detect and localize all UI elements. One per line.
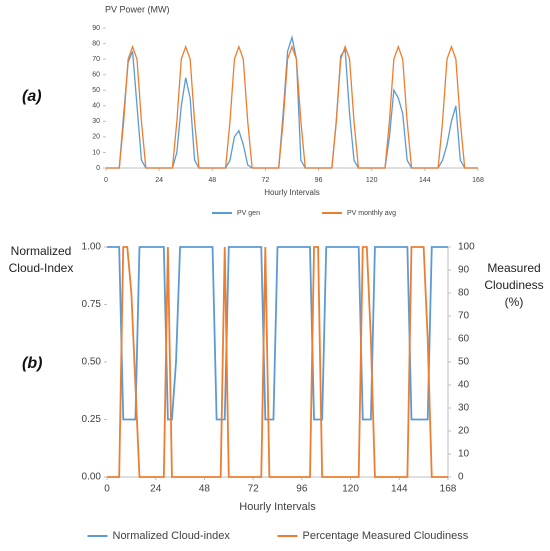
y2-tick-label: 80 [458,288,470,299]
legend-label: Normalized Cloud-index [113,530,231,542]
y2-tick-label: 40 [458,380,470,391]
y-tick-label: 0.75 [82,299,102,310]
panel-label: (a) [22,88,42,105]
x-tick-label: 96 [296,484,308,495]
y-tick-label: 1.00 [82,242,102,253]
x-tick-label: 120 [366,177,378,184]
x-tick-label: 48 [199,484,211,495]
y2-tick-label: 10 [458,449,470,460]
y2-tick-label: 20 [458,426,470,437]
x-tick-label: 0 [104,484,110,495]
panel-label: (b) [22,355,43,372]
chart-title: PV Power (MW) [105,4,170,14]
y2-tick-label: 0 [458,472,464,483]
y-tick-label: 0.50 [82,357,102,368]
x-tick-label: 72 [262,177,270,184]
x-tick-label: 96 [315,177,323,184]
series-line [106,44,478,169]
y-tick-label: 10 [92,149,100,156]
y2-axis-title: Measured Cloudiness (%) [484,261,544,309]
y2-tick-label: 90 [458,265,470,276]
x-tick-label: 168 [440,484,457,495]
x-tick-label: 48 [208,177,216,184]
x-tick-label: 120 [342,484,359,495]
y-axis-title: Normalized Cloud-Index [8,244,74,275]
y-tick-label: 30 [92,118,100,125]
x-tick-label: 168 [472,177,484,184]
y-tick-label: 90 [92,25,100,32]
y2-tick-label: 70 [458,311,470,322]
y-tick-label: 80 [92,40,100,47]
x-axis-title: Hourly Intervals [264,188,320,197]
series-line [106,34,478,169]
y2-tick-label: 30 [458,403,470,414]
y-tick-label: 70 [92,56,100,63]
y-tick-label: 40 [92,103,100,110]
y-tick-label: 0.25 [82,414,102,425]
x-tick-label: 24 [155,177,163,184]
y-tick-label: 60 [92,72,100,79]
legend-label: PV monthly avg [347,210,396,217]
x-tick-label: 0 [104,177,108,184]
y-tick-label: 20 [92,134,100,141]
x-tick-label: 72 [248,484,260,495]
y2-tick-label: 50 [458,357,470,368]
y-tick-label: 0 [96,165,100,172]
series-line [107,246,448,421]
legend-label: PV gen [237,210,260,217]
x-axis-title: Hourly Intervals [239,501,316,513]
series-line [107,246,448,478]
legend-label: Percentage Measured Cloudiness [303,530,469,542]
y2-tick-label: 60 [458,334,470,345]
x-tick-label: 144 [419,177,431,184]
y2-tick-label: 100 [458,242,475,253]
y-tick-label: 0.00 [82,472,102,483]
y-tick-label: 50 [92,87,100,94]
x-tick-label: 144 [391,484,408,495]
x-tick-label: 24 [150,484,162,495]
